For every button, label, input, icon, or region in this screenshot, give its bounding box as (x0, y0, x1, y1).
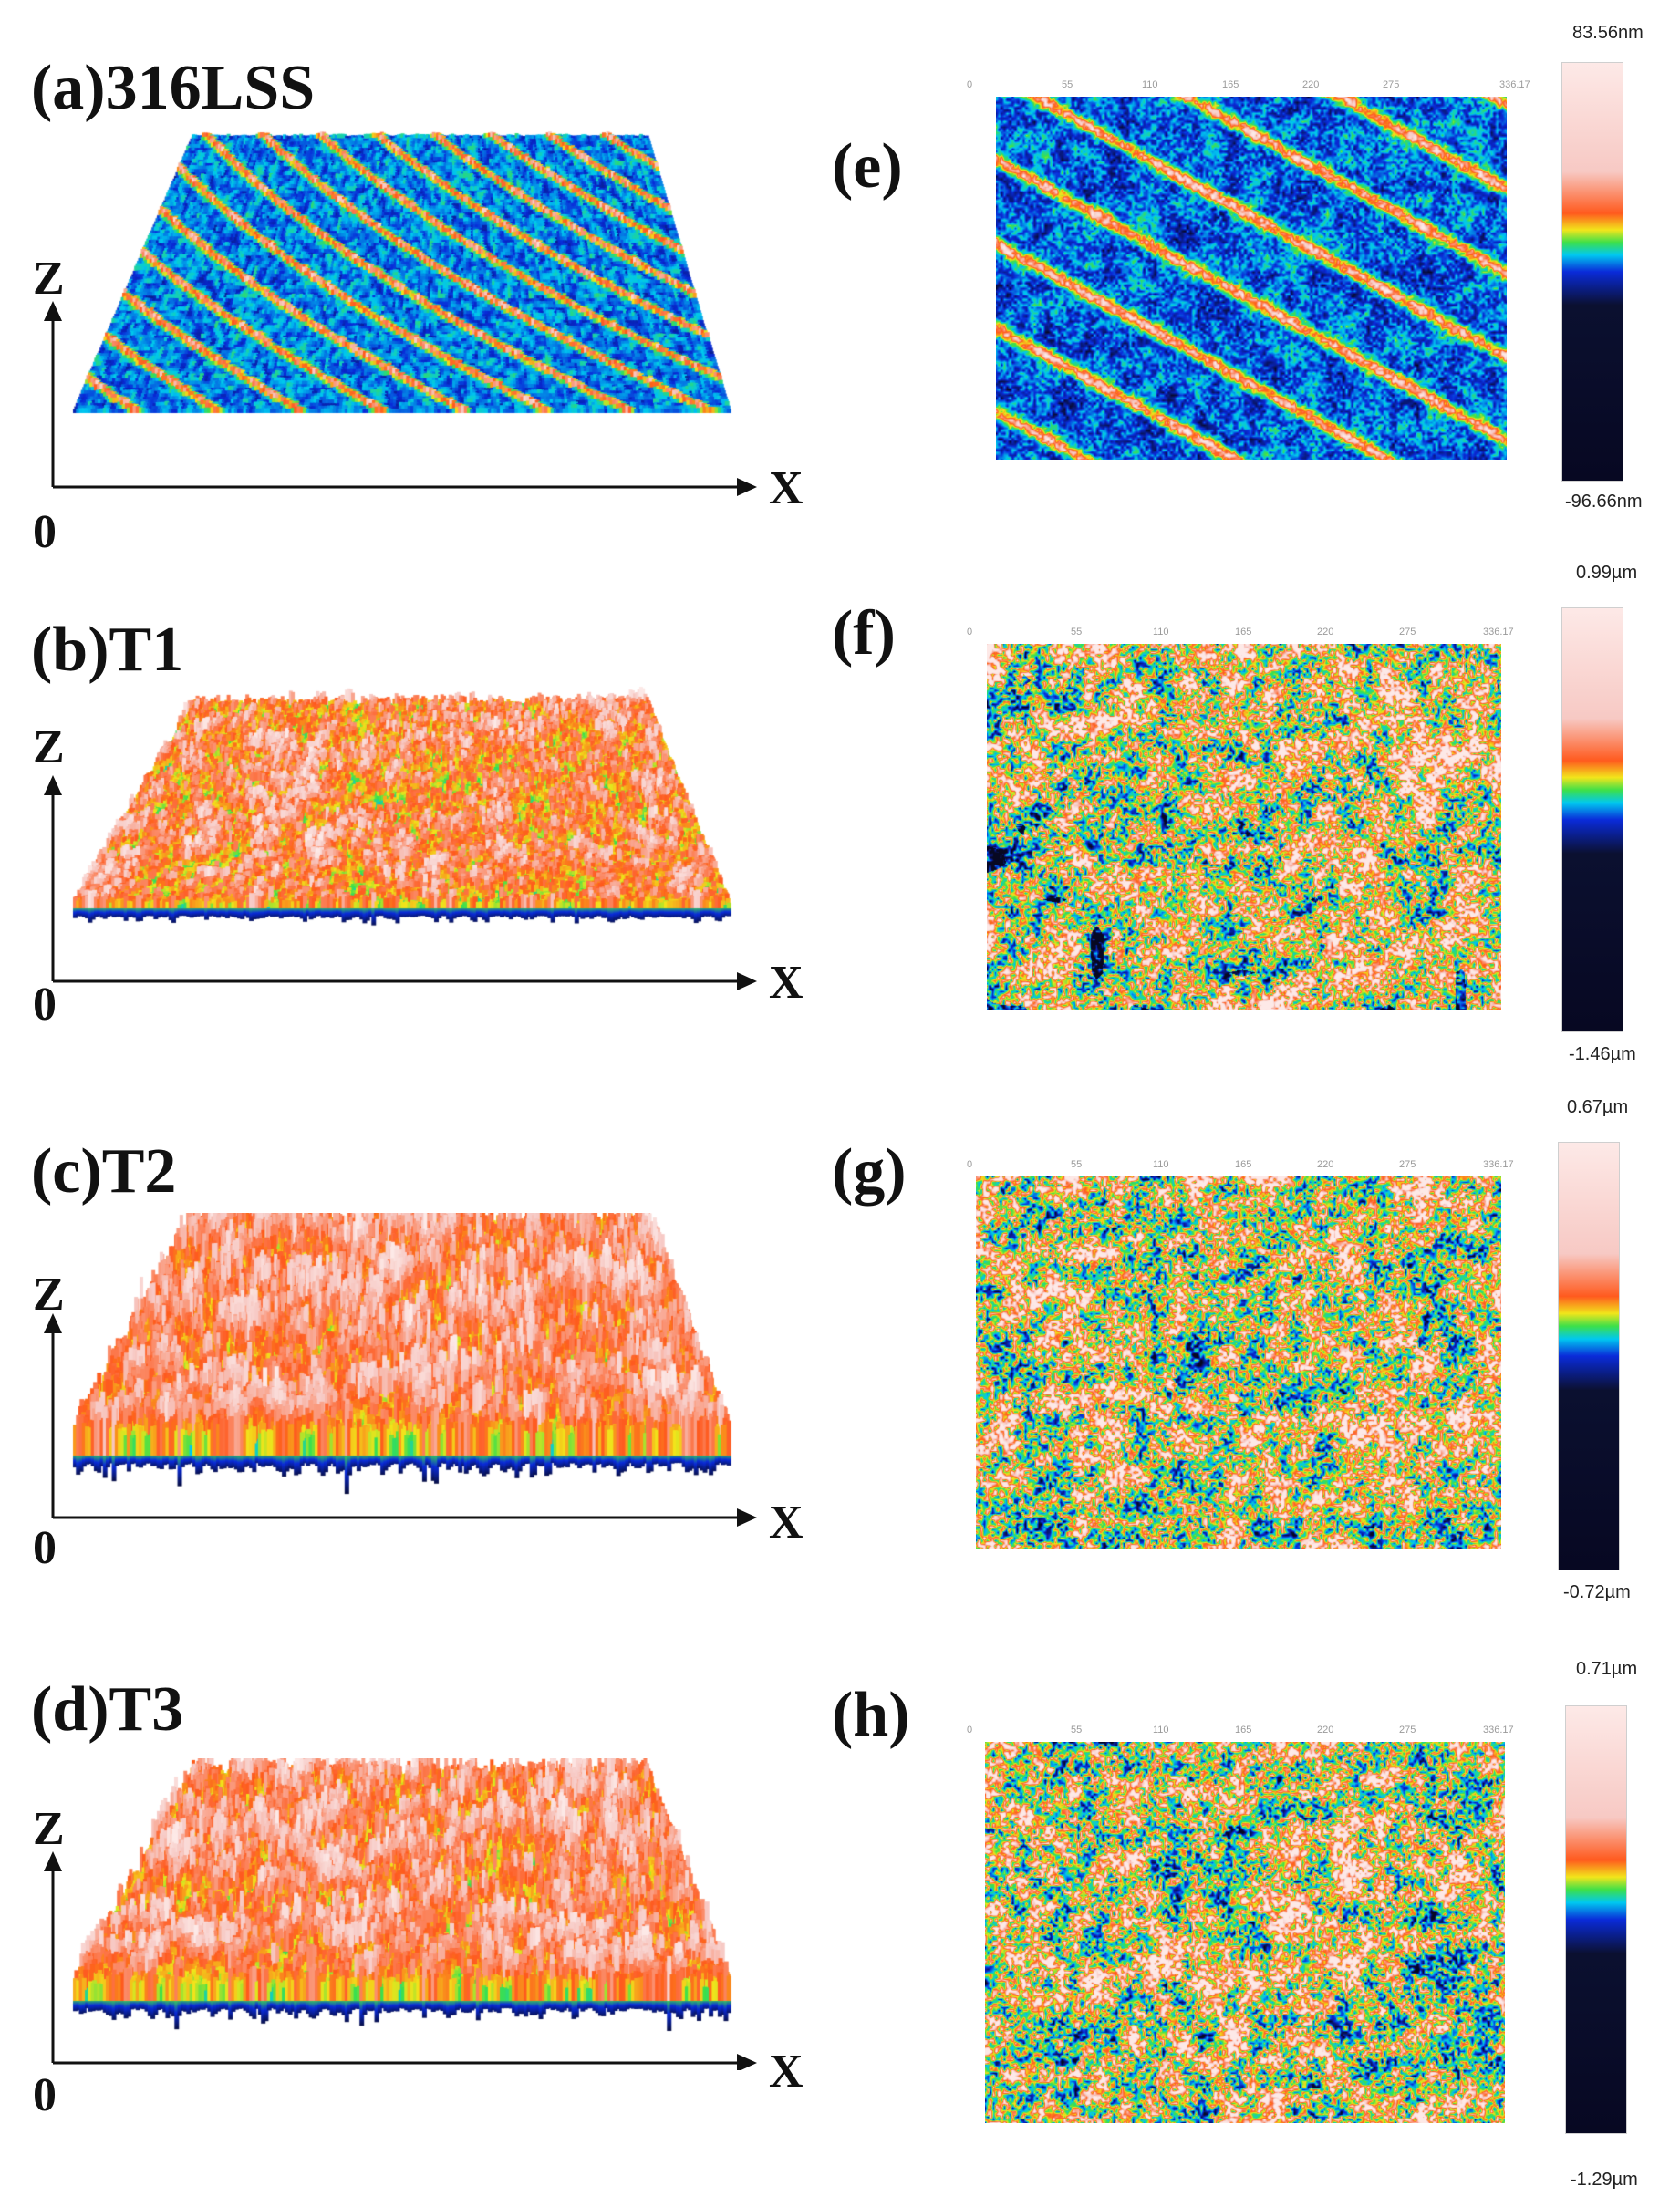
origin-label-a: 0 (33, 506, 57, 558)
origin-label-d: 0 (33, 2069, 57, 2121)
z-axis-label-b: Z (33, 721, 65, 773)
ruler-h-t6: 336.17 (1483, 1725, 1514, 1736)
panel-f-label: (f) (832, 598, 896, 668)
ruler-e-t1: 55 (1062, 79, 1073, 90)
ruler-e-t3: 165 (1222, 79, 1239, 90)
ruler-f-t1: 55 (1071, 627, 1083, 637)
height-map-h-image (985, 1742, 1505, 2123)
panel-g-label: (g) (832, 1136, 907, 1207)
surface-a-plot (55, 100, 748, 483)
colorbar-f (1561, 607, 1623, 1032)
height-map-e-image (996, 97, 1507, 460)
z-axis-label-c: Z (33, 1269, 65, 1321)
x-axis-label-b: X (769, 957, 804, 1009)
height-map-e (996, 97, 1507, 460)
ruler-f-t0: 0 (967, 627, 973, 637)
ruler-f-t2: 110 (1153, 627, 1169, 637)
colorbar-f-max: 0.99µm (1576, 563, 1638, 583)
ruler-g-t6: 336.17 (1483, 1159, 1514, 1170)
colorbar-f-min: -1.46µm (1569, 1044, 1636, 1064)
surface-3d-c (55, 1213, 748, 1532)
panel-d-label: (d)T3 (31, 1674, 184, 1745)
x-axis-label-d: X (769, 2046, 804, 2098)
ruler-e-t2: 110 (1142, 79, 1158, 90)
ruler-h-t2: 110 (1153, 1725, 1169, 1736)
ruler-h-t3: 165 (1235, 1725, 1252, 1736)
panel-h-label: (h) (832, 1680, 910, 1750)
colorbar-e (1561, 62, 1623, 482)
height-map-g-image (976, 1176, 1501, 1549)
origin-label-b: 0 (33, 979, 57, 1031)
height-map-h (985, 1742, 1505, 2123)
colorbar-e-max: 83.56nm (1572, 23, 1644, 43)
ruler-g-t2: 110 (1153, 1159, 1169, 1170)
height-map-f-image (987, 644, 1501, 1010)
ruler-g-t3: 165 (1235, 1159, 1252, 1170)
ruler-h-t4: 220 (1317, 1725, 1334, 1736)
colorbar-h (1565, 1705, 1627, 2134)
surface-3d-d (55, 1758, 748, 2077)
ruler-e-t4: 220 (1302, 79, 1320, 90)
x-axis-label-c: X (769, 1497, 804, 1549)
z-axis-label-d: Z (33, 1803, 65, 1855)
surface-d-plot (55, 1758, 748, 2077)
ruler-h-t0: 0 (967, 1725, 973, 1736)
axes-b (44, 775, 757, 990)
ruler-f-t5: 275 (1399, 627, 1416, 637)
ruler-g-t5: 275 (1399, 1159, 1416, 1170)
z-axis-label-a: Z (33, 253, 65, 305)
surface-c-plot (55, 1213, 748, 1532)
height-map-f (987, 644, 1501, 1010)
colorbar-h-min: -1.29µm (1571, 2170, 1638, 2190)
colorbar-h-max: 0.71µm (1576, 1659, 1638, 1679)
axes-c (44, 1313, 757, 1527)
axes-a (44, 301, 757, 496)
origin-label-c: 0 (33, 1522, 57, 1574)
colorbar-e-min: -96.66nm (1565, 492, 1643, 512)
height-map-g (976, 1176, 1501, 1549)
surface-3d-b (55, 675, 748, 985)
panel-c-label: (c)T2 (31, 1136, 177, 1207)
axes-d (44, 1851, 757, 2070)
ruler-g-t0: 0 (967, 1159, 973, 1170)
ruler-g-t4: 220 (1317, 1159, 1334, 1170)
panel-e-label: (e) (832, 131, 903, 202)
x-axis-label-a: X (769, 462, 804, 514)
ruler-e-t5: 275 (1383, 79, 1400, 90)
colorbar-g-max: 0.67µm (1567, 1097, 1629, 1117)
ruler-g-t1: 55 (1071, 1159, 1083, 1170)
panel-b-label: (b)T1 (31, 615, 184, 685)
ruler-h-t1: 55 (1071, 1725, 1083, 1736)
ruler-f-t6: 336.17 (1483, 627, 1514, 637)
surface-3d-a (55, 100, 748, 483)
ruler-e-t6: 336.17 (1499, 79, 1530, 90)
colorbar-g-min: -0.72µm (1563, 1582, 1631, 1602)
ruler-f-t4: 220 (1317, 627, 1334, 637)
ruler-f-t3: 165 (1235, 627, 1252, 637)
ruler-h-t5: 275 (1399, 1725, 1416, 1736)
ruler-e-t0: 0 (967, 79, 973, 90)
surface-b-plot (55, 675, 748, 985)
colorbar-g (1558, 1142, 1620, 1570)
